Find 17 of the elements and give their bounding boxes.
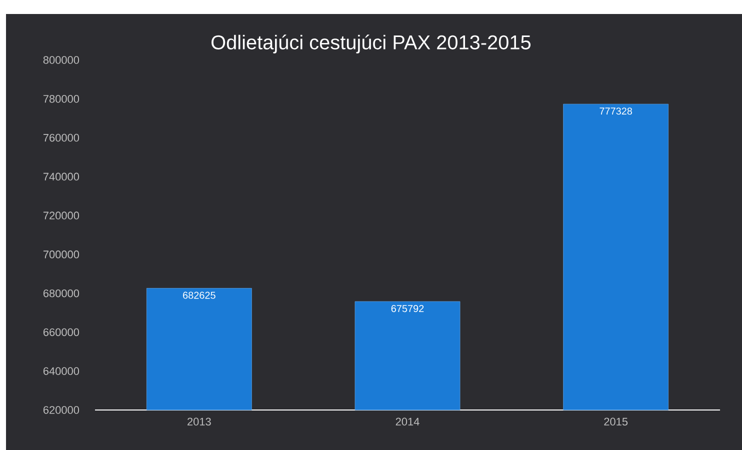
y-tick-label: 800000 bbox=[43, 56, 80, 64]
chart-title: Odlietajúci cestujúci PAX 2013-2015 bbox=[212, 34, 531, 54]
y-tick-label: 660000 bbox=[43, 328, 80, 336]
x-tick-label: 2013 bbox=[188, 418, 211, 426]
y-tick-label: 640000 bbox=[43, 367, 80, 375]
y-tick-label: 740000 bbox=[43, 172, 80, 181]
y-tick-label: 620000 bbox=[43, 406, 80, 414]
y-tick-label: 760000 bbox=[43, 134, 80, 142]
y-tick-label: 720000 bbox=[43, 212, 80, 220]
x-tick-label: 2015 bbox=[604, 418, 628, 426]
data-label: 675792 bbox=[391, 305, 424, 312]
y-tick-label: 700000 bbox=[43, 250, 80, 258]
y-tick-label: 680000 bbox=[43, 289, 80, 298]
y-tick-label: 780000 bbox=[43, 95, 80, 103]
data-label: 777328 bbox=[600, 108, 632, 115]
x-tick-label: 2014 bbox=[396, 418, 420, 426]
data-label: 682625 bbox=[183, 292, 216, 299]
